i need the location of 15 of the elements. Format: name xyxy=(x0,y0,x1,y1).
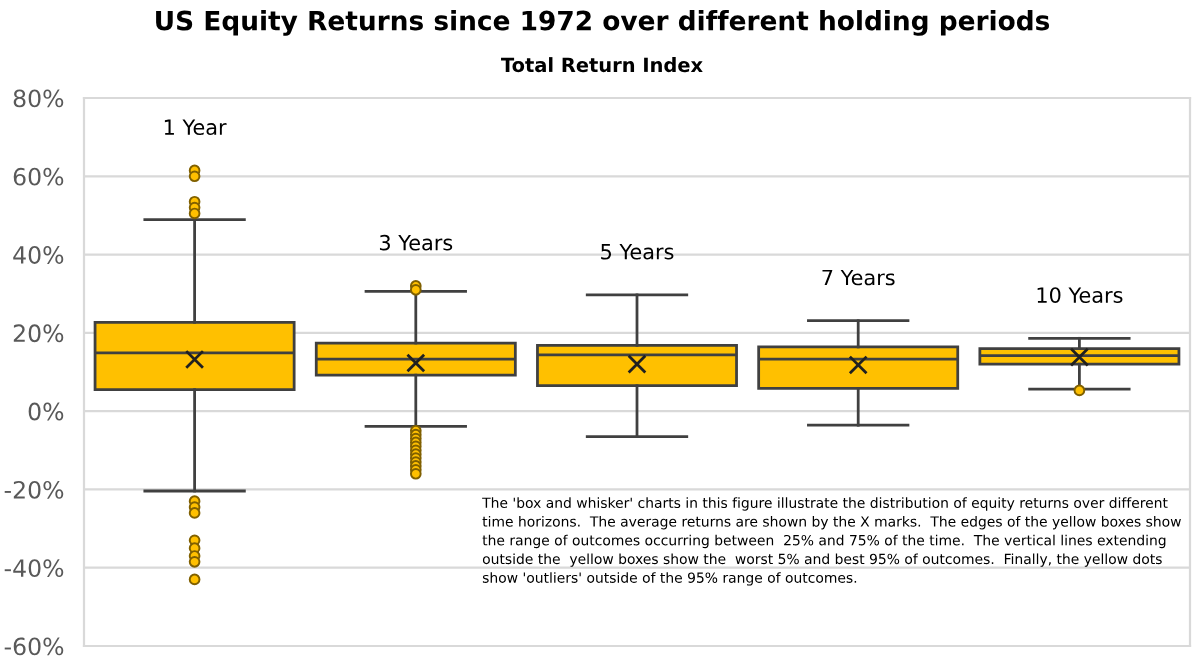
x-tick-label: 7 Years xyxy=(822,269,895,286)
chart-subtitle: Total Return Index xyxy=(501,57,703,73)
y-tick-label: 60% xyxy=(13,167,64,186)
y-tick-label: 0% xyxy=(28,402,64,421)
y-tick-label: 40% xyxy=(13,246,64,264)
y-tick-label: -60% xyxy=(4,637,64,656)
y-tick-label: -40% xyxy=(4,559,64,578)
y-tick-label: -20% xyxy=(4,480,64,499)
x-tick-label: 5 Years xyxy=(601,244,674,260)
chart-title: US Equity Returns since 1972 over different holding periods xyxy=(156,10,1050,36)
y-tick-label: 80% xyxy=(13,89,64,108)
x-tick-label: 3 Years xyxy=(379,234,453,251)
x-tick-label: 10 Years xyxy=(1037,287,1123,303)
x-tick-label: 1 Year xyxy=(164,119,227,136)
y-tick-label: 20% xyxy=(13,324,64,343)
